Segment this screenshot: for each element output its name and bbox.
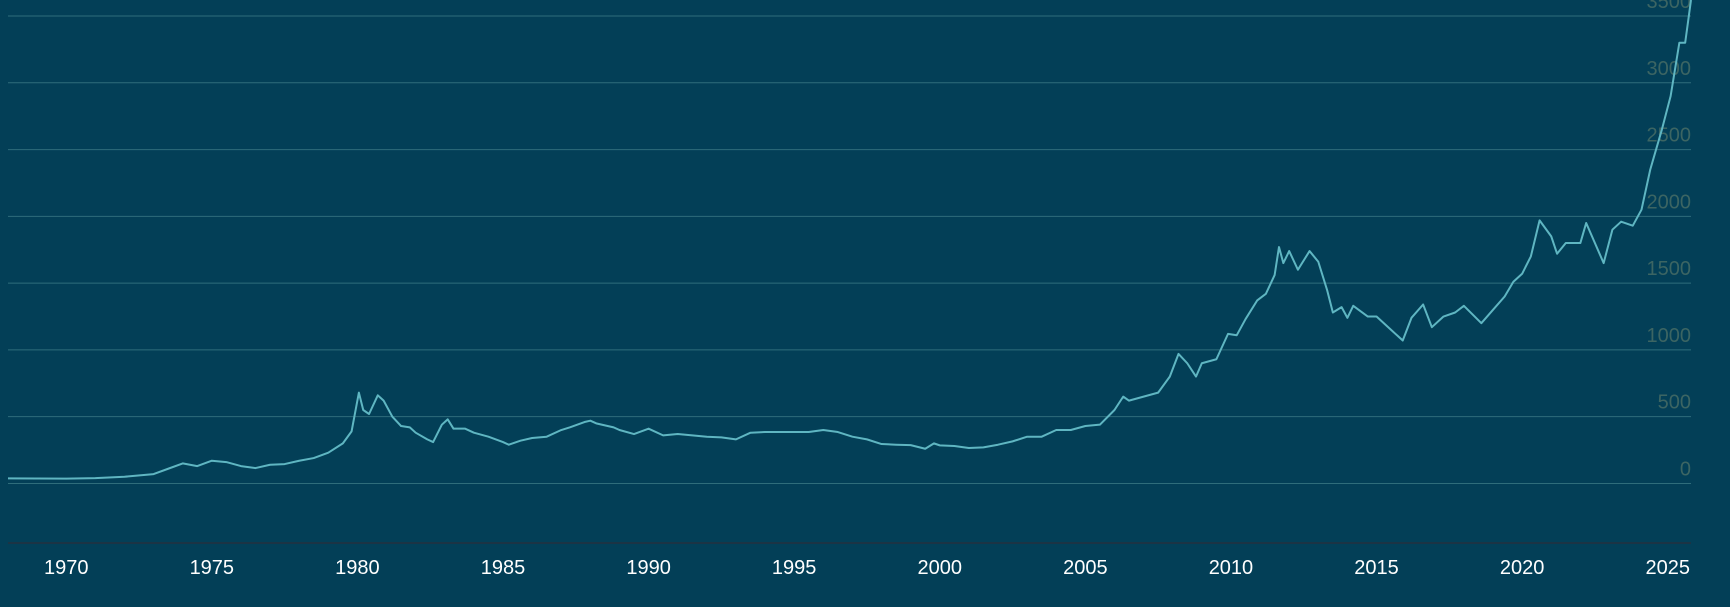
y-tick-label: 2000 [1647,191,1692,213]
x-tick-label: 2010 [1209,557,1254,579]
x-tick-label: 1975 [190,557,235,579]
x-tick-label: 2015 [1354,557,1399,579]
y-tick-label: 1500 [1647,258,1692,280]
price-line [7,0,1692,480]
y-tick-label: 0 [1680,458,1691,480]
x-tick-label: 1990 [626,557,671,579]
x-tick-label: 2000 [918,557,963,579]
x-tick-label: 1980 [335,557,380,579]
y-tick-label: 500 [1658,392,1691,414]
y-tick-label: 3500 [1647,0,1692,13]
x-tick-label: 1985 [481,557,526,579]
x-tick-label: 2005 [1063,557,1108,579]
x-tick-label: 2020 [1500,557,1545,579]
y-tick-label: 2500 [1647,125,1692,147]
x-tick-label: 1995 [772,557,817,579]
y-tick-label: 3000 [1647,58,1692,80]
x-tick-label: 2025 [1645,557,1690,579]
y-tick-label: 1000 [1647,325,1692,347]
x-tick-label: 1970 [44,557,89,579]
